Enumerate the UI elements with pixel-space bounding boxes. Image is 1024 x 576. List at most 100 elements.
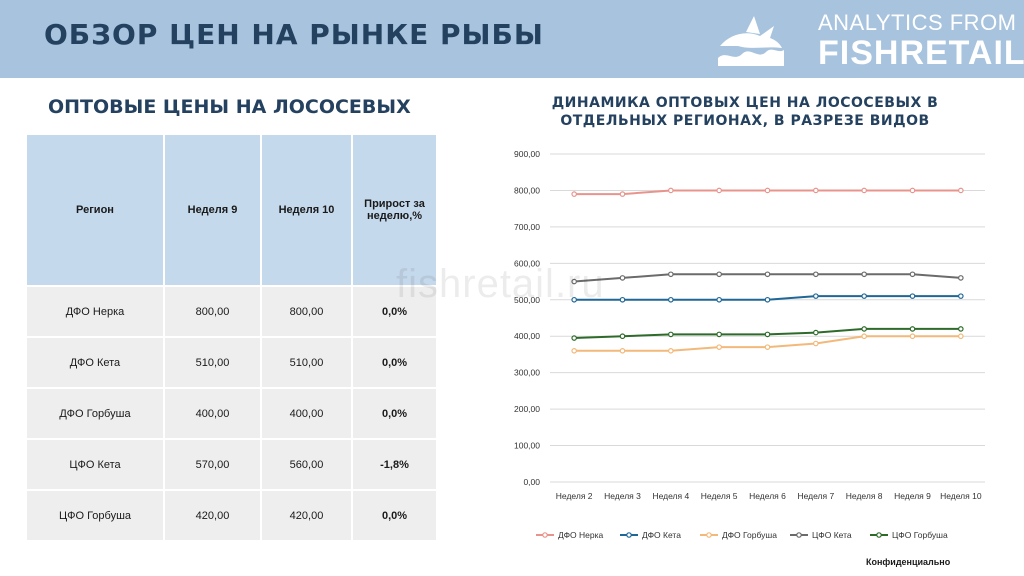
column-header-growth: Прирост за неделю,%: [351, 133, 438, 287]
cell-growth: 0,0%: [351, 387, 438, 440]
legend-marker: [876, 532, 882, 538]
data-point: [909, 271, 916, 278]
data-point: [764, 331, 771, 338]
column-header-region: Регион: [25, 133, 165, 287]
data-point: [861, 326, 867, 332]
watermark: fishretail.ru: [396, 262, 605, 306]
data-point: [861, 271, 867, 278]
cell-region: ЦФО Кета: [25, 438, 165, 491]
x-tick-label: Неделя 4: [652, 491, 689, 501]
y-tick-label: 700,00: [514, 222, 540, 232]
table-row: ЦФО Кета 570,00 560,00 -1,8%: [25, 438, 438, 491]
data-point: [668, 348, 674, 354]
table-row: ДФО Нерка 800,00 800,00 0,0%: [25, 285, 438, 338]
legend-marker: [706, 532, 712, 538]
y-tick-label: 600,00: [514, 258, 540, 268]
x-tick-label: Неделя 6: [749, 491, 786, 501]
cell-week10: 420,00: [260, 489, 353, 542]
y-tick-label: 0,00: [523, 477, 540, 487]
legend-label: ДФО Горбуша: [722, 530, 777, 540]
data-point: [909, 187, 916, 194]
cell-region: ЦФО Горбуша: [25, 489, 165, 542]
data-point: [813, 271, 819, 278]
y-tick-label: 500,00: [514, 295, 540, 305]
cell-region: ДФО Горбуша: [25, 387, 165, 440]
data-point: [958, 275, 964, 281]
cell-week9: 400,00: [163, 387, 262, 440]
data-point: [571, 191, 577, 197]
cell-region: ДФО Кета: [25, 336, 165, 389]
data-point: [764, 344, 771, 350]
data-point: [619, 348, 626, 354]
x-tick-label: Неделя 3: [604, 491, 641, 501]
line-chart: 0,00 100,00 200,00 300,00 400,00 500,00 600,00…: [514, 149, 985, 540]
cell-growth: -1,8%: [351, 438, 438, 491]
data-point: [813, 187, 819, 194]
x-tick-label: Неделя 5: [701, 491, 738, 501]
data-point: [764, 296, 771, 303]
legend-marker: [626, 532, 632, 538]
x-tick-label: Неделя 7: [797, 491, 834, 501]
data-point: [958, 187, 964, 194]
data-point: [909, 326, 916, 332]
fish-logo-icon: [718, 16, 784, 66]
x-tick-label: Неделя 10: [940, 491, 982, 501]
cell-week9: 420,00: [163, 489, 262, 542]
data-point: [861, 293, 867, 299]
y-tick-label: 400,00: [514, 331, 540, 341]
legend-marker: [796, 532, 802, 538]
data-point: [619, 275, 626, 281]
data-point: [619, 191, 626, 197]
cell-week10: 400,00: [260, 387, 353, 440]
cell-growth: 0,0%: [351, 336, 438, 389]
data-point: [764, 187, 771, 194]
data-point: [571, 335, 577, 341]
column-header-week10: Неделя 10: [260, 133, 353, 287]
data-point: [571, 348, 577, 354]
cell-growth: 0,0%: [351, 285, 438, 338]
table-row: ДФО Кета 510,00 510,00 0,0%: [25, 336, 438, 389]
data-point: [668, 296, 674, 303]
data-point: [861, 187, 867, 194]
data-point: [909, 293, 916, 299]
data-point: [619, 296, 626, 303]
data-point: [813, 340, 819, 347]
data-point: [571, 296, 577, 303]
data-point: [716, 296, 722, 303]
chart-title: ДИНАМИКА ОПТОВЫХ ЦЕН НА ЛОСОСЕВЫХ В ОТДЕ…: [551, 95, 939, 129]
cell-week9: 510,00: [163, 336, 262, 389]
legend-label: ЦФО Горбуша: [892, 530, 948, 540]
data-point: [716, 187, 722, 194]
data-point: [958, 333, 964, 340]
cell-growth: 0,0%: [351, 489, 438, 542]
cell-week9: 800,00: [163, 285, 262, 338]
x-tick-label: Неделя 9: [894, 491, 931, 501]
data-point: [668, 331, 674, 338]
data-point: [909, 333, 916, 340]
y-tick-label: 300,00: [514, 368, 540, 378]
table-row: ЦФО Горбуша 420,00 420,00 0,0%: [25, 489, 438, 542]
data-point: [716, 331, 722, 338]
cell-week10: 510,00: [260, 336, 353, 389]
data-point: [813, 293, 819, 299]
table-row: ДФО Горбуша 400,00 400,00 0,0%: [25, 387, 438, 440]
data-point: [958, 293, 964, 299]
data-point: [958, 326, 964, 332]
data-point: [668, 187, 674, 194]
confidential-label: Конфиденциально: [866, 557, 951, 567]
legend-label: ДФО Кета: [642, 530, 681, 540]
legend-label: ДФО Нерка: [558, 530, 604, 540]
table-title: ОПТОВЫЕ ЦЕНЫ НА ЛОСОСЕВЫХ: [48, 96, 411, 118]
data-point: [668, 271, 674, 278]
data-point: [619, 333, 626, 340]
prices-table: Регион Неделя 9 Неделя 10 Прирост за нед…: [25, 133, 438, 542]
data-point: [716, 271, 722, 278]
legend-marker: [542, 532, 548, 538]
column-header-week9: Неделя 9: [163, 133, 262, 287]
brand-line-1: ANALYTICS FROM: [818, 10, 1017, 35]
legend-label: ЦФО Кета: [812, 530, 852, 540]
data-point: [764, 271, 771, 278]
cell-week9: 570,00: [163, 438, 262, 491]
data-point: [813, 329, 819, 336]
data-point: [571, 278, 577, 285]
